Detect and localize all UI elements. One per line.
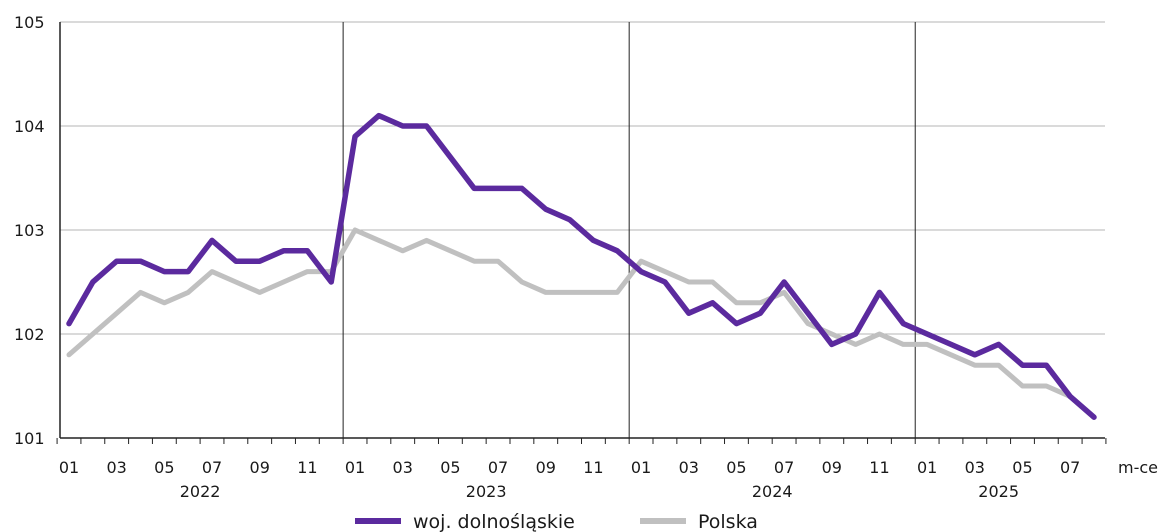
series-line [66, 112, 1097, 420]
x-tick-label: 07 [774, 458, 794, 477]
legend-label: woj. dolnośląskie [413, 511, 575, 532]
x-tick-label: 11 [869, 458, 889, 477]
x-tick-label: 07 [488, 458, 508, 477]
x-tick-label: 11 [583, 458, 603, 477]
y-tick-label: 102 [14, 325, 45, 344]
x-tick-label: 01 [345, 458, 365, 477]
year-dividers [342, 22, 916, 438]
x-tick-label: 11 [297, 458, 317, 477]
year-label: 2024 [752, 482, 793, 501]
y-tick-labels: 101 102 103 104 105 [14, 13, 45, 448]
x-tick-label: 05 [154, 458, 174, 477]
x-tick-label: 03 [106, 458, 126, 477]
x-tick-label: 05 [726, 458, 746, 477]
y-tick-label: 104 [14, 117, 45, 136]
x-tick-label: 09 [536, 458, 556, 477]
year-label: 2022 [180, 482, 221, 501]
series-line [66, 227, 1097, 420]
x-tick-label: 07 [202, 458, 222, 477]
series-lines [66, 112, 1097, 420]
y-tick-label: 101 [14, 429, 45, 448]
x-tick-label: 01 [631, 458, 651, 477]
year-label: 2025 [978, 482, 1019, 501]
y-tick-label: 105 [14, 13, 45, 32]
legend: woj. dolnośląskie Polska [355, 511, 758, 532]
x-tick-label: 03 [393, 458, 413, 477]
year-label: 2023 [466, 482, 507, 501]
x-tick-label: 03 [965, 458, 985, 477]
x-axis-label: m-ce [1118, 458, 1158, 477]
x-tick-label: 05 [440, 458, 460, 477]
x-tick-label: 01 [917, 458, 937, 477]
x-tick-label: 07 [1060, 458, 1080, 477]
x-tick-label: 03 [679, 458, 699, 477]
year-labels: 2022 2023 2024 2025 [180, 482, 1019, 501]
x-tick-label: 09 [250, 458, 270, 477]
axes [56, 22, 1107, 444]
x-tick-label: 09 [822, 458, 842, 477]
x-tick-label: 05 [1012, 458, 1032, 477]
grid-lines [60, 21, 1105, 335]
y-tick-label: 103 [14, 221, 45, 240]
x-tick-label: 01 [59, 458, 79, 477]
x-tick-labels: 01 03 05 07 09 11 01 03 05 07 09 11 01 03 05 07 09 11 01 03… [59, 458, 1081, 477]
legend-label: Polska [698, 511, 758, 532]
